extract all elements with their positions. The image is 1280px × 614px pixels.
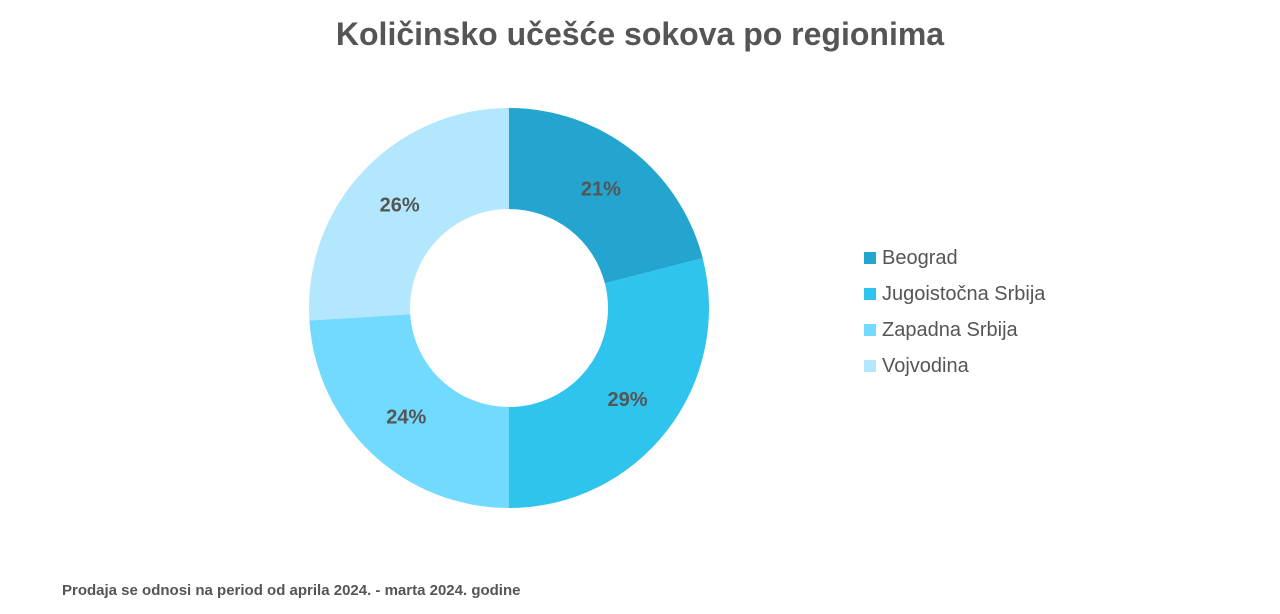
legend-item-beograd: Beograd	[864, 240, 1045, 276]
legend-label-zapadna-srbija: Zapadna Srbija	[882, 318, 1018, 341]
slice-jugoistocna-srbija	[509, 258, 710, 508]
legend-swatch-jugoistocna-srbija	[864, 288, 876, 300]
legend-label-vojvodina: Vojvodina	[882, 354, 969, 377]
legend-label-beograd: Beograd	[882, 246, 958, 269]
legend-label-jugoistocna-srbija: Jugoistočna Srbija	[882, 282, 1046, 305]
legend-item-jugoistocna-srbija: Jugoistočna Srbija	[864, 276, 1045, 312]
legend-swatch-vojvodina	[864, 360, 876, 372]
chart-title: Količinsko učešće sokova po regionima	[335, 16, 945, 52]
data-label-vojvodina: 26%	[380, 194, 420, 216]
data-label-beograd: 21%	[581, 178, 621, 200]
data-label-jugoistocna-srbija: 29%	[608, 389, 648, 411]
legend-item-zapadna-srbija: Zapadna Srbija	[864, 312, 1045, 348]
legend-item-vojvodina: Vojvodina	[864, 348, 1045, 384]
legend-swatch-beograd	[864, 252, 876, 264]
data-label-zapadna-srbija: 24%	[386, 406, 426, 428]
legend-swatch-zapadna-srbija	[864, 324, 876, 336]
slice-zapadna-srbija	[309, 314, 509, 508]
footnote: Prodaja se odnosi na period od aprila 20…	[62, 582, 521, 599]
legend: Beograd Jugoistočna Srbija Zapadna Srbij…	[864, 240, 1045, 384]
slice-vojvodina	[309, 108, 509, 321]
slice-beograd	[509, 108, 703, 284]
